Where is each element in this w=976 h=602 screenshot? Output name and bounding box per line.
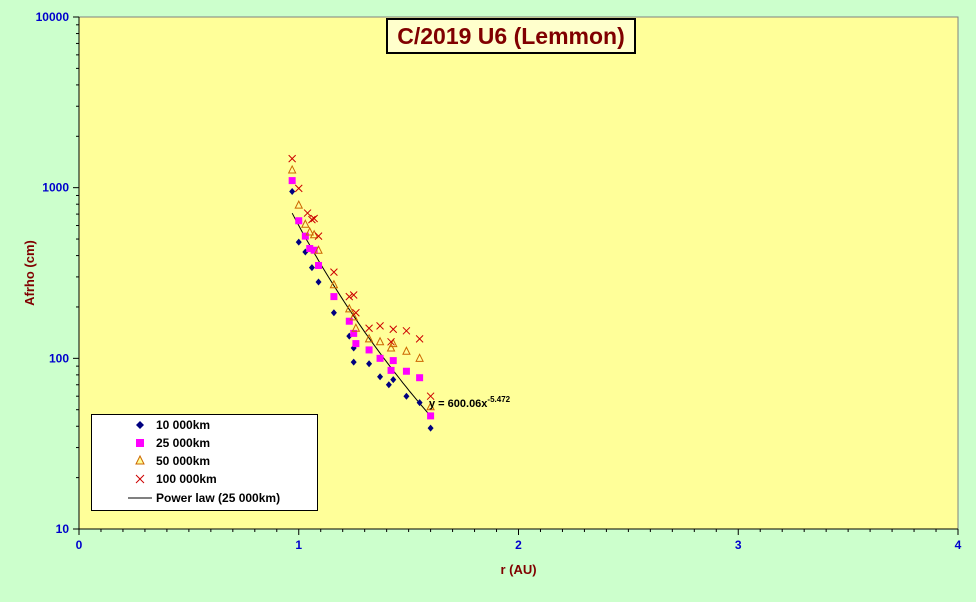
data-point: [288, 177, 296, 185]
data-point: [385, 381, 392, 389]
legend-label: Power law (25 000km): [156, 491, 281, 505]
data-point: [366, 360, 373, 368]
legend-entry-25000km: 25 000km: [92, 434, 317, 452]
data-point: [403, 392, 410, 400]
data-point: [303, 209, 312, 217]
data-point: [427, 412, 435, 420]
data-point: [352, 340, 360, 348]
data-point: [310, 246, 318, 254]
data-point: [294, 200, 304, 209]
x-tick-label: 0: [76, 538, 83, 552]
data-point: [365, 324, 373, 333]
y-axis-title: Afrho (cm): [22, 240, 37, 306]
data-point: [308, 215, 316, 224]
legend-triangle-icon: [92, 452, 156, 470]
data-point: [416, 374, 424, 382]
data-point: [389, 325, 398, 334]
data-point: [330, 293, 338, 301]
data-point: [376, 321, 384, 330]
y-tick-label: 10: [56, 522, 70, 536]
data-point: [345, 292, 354, 301]
power-law-line: [291, 212, 431, 417]
data-point: [351, 323, 361, 332]
data-point: [352, 308, 360, 317]
data-point: [386, 342, 396, 352]
data-point: [306, 245, 314, 253]
data-point: [375, 336, 385, 346]
data-point: [287, 164, 297, 174]
data-point: [426, 392, 435, 401]
x-tick-label: 2: [515, 538, 522, 552]
data-point: [416, 399, 423, 407]
data-point: [427, 424, 434, 432]
legend-label: 50 000km: [156, 454, 211, 468]
data-point: [365, 346, 373, 354]
data-point: [301, 219, 310, 228]
legend-entry-50000km: 50 000km: [92, 452, 317, 470]
data-point: [309, 229, 319, 239]
data-point: [415, 353, 424, 362]
data-point: [344, 303, 354, 313]
x-tick-label: 3: [735, 538, 742, 552]
data-point: [308, 264, 315, 272]
data-point: [349, 291, 358, 299]
y-tick-label: 100: [49, 351, 69, 365]
legend-entry-power-law: Power law (25 000km): [92, 489, 317, 507]
data-point: [329, 279, 339, 289]
chart-title-box: C/2019 U6 (Lemmon): [386, 18, 636, 54]
data-point: [295, 238, 302, 246]
legend-diamond-icon: [92, 416, 156, 434]
data-point: [301, 232, 309, 240]
data-point: [314, 245, 323, 254]
legend-entry-10000km: 10 000km: [92, 416, 317, 434]
legend-x-icon: [92, 470, 156, 488]
y-tick-label: 10000: [36, 10, 70, 24]
data-point: [295, 217, 303, 225]
data-point: [364, 333, 374, 343]
data-point: [305, 226, 315, 236]
legend-label: 100 000km: [156, 472, 217, 486]
data-point: [402, 326, 411, 335]
data-point: [294, 184, 303, 193]
legend-label: 25 000km: [156, 436, 211, 450]
trendline-equation: y = 600.06x-5.472: [429, 395, 511, 410]
x-axis-title: r (AU): [500, 562, 536, 577]
legend-entry-100000km: 100 000km: [92, 470, 317, 488]
data-point: [315, 261, 323, 269]
data-point: [376, 354, 384, 362]
x-tick-label: 1: [295, 538, 302, 552]
legend-square-icon: [92, 434, 156, 452]
data-point: [389, 357, 397, 365]
data-point: [426, 401, 435, 411]
data-point: [350, 329, 358, 337]
data-point: [315, 278, 322, 286]
data-point: [402, 367, 410, 375]
data-point: [289, 187, 296, 195]
y-tick-label: 1000: [42, 181, 69, 195]
data-point: [314, 232, 323, 240]
data-point: [377, 373, 384, 381]
data-point: [387, 366, 395, 374]
data-point: [330, 268, 338, 276]
data-point: [415, 335, 424, 343]
data-point: [288, 154, 297, 163]
chart-title: C/2019 U6 (Lemmon): [397, 22, 625, 49]
data-point: [330, 309, 337, 317]
x-tick-label: 4: [955, 538, 962, 552]
data-point: [390, 376, 397, 384]
data-point: [345, 317, 353, 325]
data-point: [350, 358, 357, 366]
data-point: [387, 337, 395, 346]
data-point: [349, 311, 358, 321]
legend-line-icon: [92, 489, 156, 507]
legend-label: 10 000km: [156, 418, 211, 432]
data-point: [310, 214, 318, 223]
data-point: [402, 346, 411, 355]
legend[interactable]: 10 000km 25 000km 50 000km 100 000km Pow…: [91, 414, 318, 511]
data-point: [388, 338, 398, 348]
